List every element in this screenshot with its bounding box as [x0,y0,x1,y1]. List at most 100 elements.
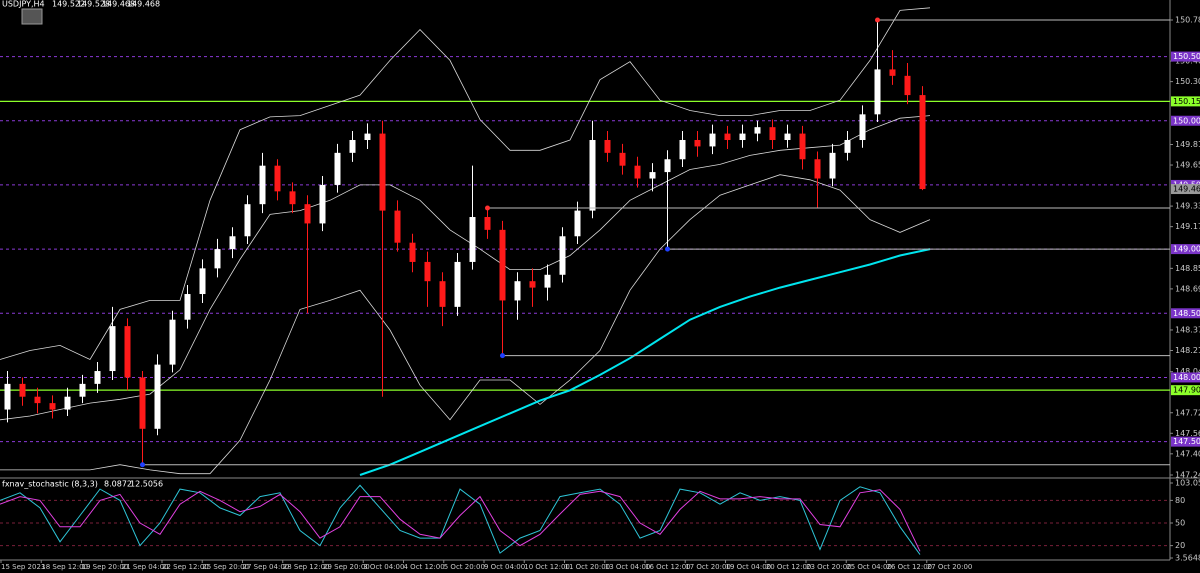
candle-body [424,261,431,282]
x-tick-label: 4 Oct 12:00 [404,563,445,571]
x-tick-label: 3 Oct 04:00 [363,563,404,571]
key-level-label: 150.151 [1173,97,1200,106]
candle-body [334,152,341,185]
overlay-line [359,248,931,476]
price-tag [1171,184,1200,195]
quote-value: 149.522 [52,0,85,9]
candle-body [484,217,491,230]
candle-body [649,172,656,179]
candle-body [34,396,41,404]
fractal-dot [485,205,490,211]
candle-body [4,383,11,410]
candle-body [694,140,701,147]
fractal-dot [875,17,880,23]
price-tag-label: 149.468 [1173,185,1200,194]
candle-body [544,274,551,288]
x-tick-label: 28 Sep 12:00 [283,563,330,571]
overlay-line [0,7,931,361]
candle-body [724,133,731,141]
candle-body [709,133,716,147]
candle-body [274,165,281,192]
candle-body [109,326,116,372]
candle-body [319,184,326,224]
candle-body [124,326,131,378]
candle-body [469,217,476,262]
round-level-label: 150.500 [1173,52,1200,61]
y-tick-label: 149.335 [1175,202,1200,211]
y-tick-label: 149.655 [1175,161,1200,170]
candle-body [589,140,596,211]
round-level-tag [1171,436,1200,447]
quote-value: 149.468 [127,0,160,9]
candle-body [814,159,821,179]
x-tick-label: 27 Sep 04:00 [243,563,290,571]
round-level-tag [1171,244,1200,255]
round-level-label: 147.500 [1173,437,1200,446]
y-tick-label: 150.305 [1175,77,1200,86]
y-tick-label: 148.370 [1175,325,1200,334]
fractal-dot [500,353,505,359]
candle-body [604,140,611,153]
candle-body [244,204,251,237]
candle-body [664,159,671,173]
x-tick-label: 15 Sep 2023 [1,563,45,571]
round-level-tag [1171,51,1200,62]
x-tick-label: 17 Oct 20:00 [685,563,731,571]
candle-body [799,133,806,160]
toolbar-icon[interactable] [21,8,43,25]
candle-body [154,364,161,429]
candle-body [754,127,761,134]
y-tick-label: 148.045 [1175,367,1200,376]
candle-body [19,383,26,397]
x-tick-label: 9 Oct 04:00 [484,563,525,571]
candle-body [229,236,236,250]
x-tick-label: 5 Oct 20:00 [444,563,485,571]
round-level-label: 148.000 [1173,373,1200,382]
y-tick-label: 147.405 [1175,449,1200,458]
x-tick-label: 27 Oct 20:00 [927,563,973,571]
candle-body [859,114,866,141]
chart-symbol: USDJPY,H4 [2,0,45,9]
candle-body [889,69,896,76]
candle-body [289,191,296,205]
candle-body [679,140,686,160]
candle-body [904,75,911,96]
candle-body [259,165,266,205]
candle-body [49,403,56,410]
x-tick-label: 25 Sep 20:00 [202,563,249,571]
stoch-y-tick-label: 3.5648 [1175,554,1200,563]
x-tick-label: 19 Oct 04:00 [726,563,772,571]
indicator-name: fxnav_stochastic (8,3,3) [2,480,98,489]
x-tick-label: 13 Oct 04:00 [605,563,651,571]
candle-body [529,281,536,288]
round-level-tag [1171,115,1200,126]
quote-value: 149.468 [102,0,135,9]
stoch-line [0,489,921,552]
x-tick-label: 10 Oct 12:00 [524,563,570,571]
indicator-value: 12.5056 [130,480,163,489]
candle-body [409,242,416,262]
y-tick-label: 149.815 [1175,140,1200,149]
candle-body [79,383,86,397]
candle-body [619,152,626,166]
x-tick-label: 26 Oct 12:00 [887,563,933,571]
candle-body [844,140,851,153]
candle-body [919,95,926,190]
candle-body [874,69,881,115]
candle-body [454,261,461,307]
y-tick-label: 150.785 [1175,16,1200,25]
key-level-tag [1171,96,1200,107]
round-level-label: 148.500 [1173,309,1200,318]
candle-body [214,249,221,269]
y-tick-label: 148.850 [1175,264,1200,273]
round-level-tag [1171,308,1200,319]
x-tick-label: 23 Oct 20:00 [806,563,852,571]
y-tick-label: 147.565 [1175,429,1200,438]
candle-body [499,229,506,301]
stoch-y-tick-label: 80 [1175,496,1185,505]
quote-value: 149.528 [77,0,110,9]
x-tick-label: 11 Oct 20:00 [565,563,611,571]
